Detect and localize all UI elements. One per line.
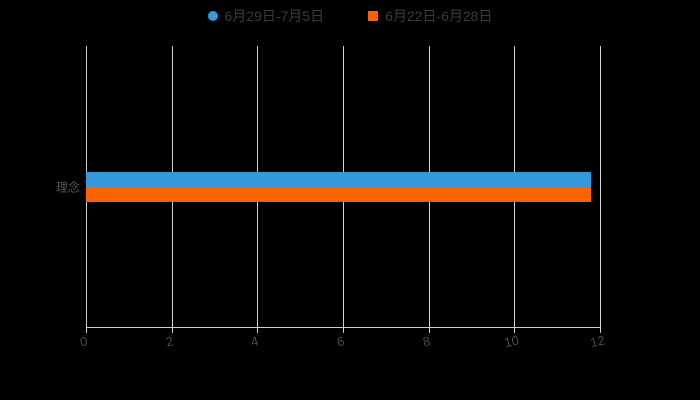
x-tick bbox=[600, 327, 601, 333]
legend-label-1: 6月22日-6月28日 bbox=[385, 8, 493, 24]
x-tick bbox=[257, 327, 259, 333]
x-tick-label: 4 bbox=[249, 333, 260, 350]
x-tick bbox=[86, 327, 87, 333]
x-tick-label: 6 bbox=[335, 333, 346, 350]
square-marker-icon bbox=[368, 11, 379, 21]
x-tick-label: 12 bbox=[588, 332, 607, 351]
x-tick bbox=[428, 327, 430, 333]
x-tick-label: 0 bbox=[78, 333, 89, 350]
legend-item-1[interactable]: 6月22日-6月28日 bbox=[368, 6, 492, 26]
gridline bbox=[600, 46, 601, 327]
x-tick bbox=[343, 327, 344, 333]
bar[interactable] bbox=[86, 171, 592, 187]
x-tick-label: 10 bbox=[503, 332, 521, 351]
x-tick-label: 8 bbox=[421, 333, 432, 350]
x-tick-label: 2 bbox=[164, 333, 175, 350]
category-label: 理念 bbox=[55, 180, 80, 194]
legend-item-0[interactable]: 6月29日-7月5日 bbox=[207, 6, 325, 26]
chart-legend: 6月29日-7月5日 6月22日-6月28日 bbox=[0, 4, 700, 28]
circle-marker-icon bbox=[207, 11, 218, 21]
x-tick bbox=[514, 327, 516, 333]
x-tick bbox=[171, 327, 173, 333]
bar[interactable] bbox=[86, 186, 592, 202]
plot-area bbox=[86, 46, 601, 327]
legend-label-0: 6月29日-7月5日 bbox=[224, 8, 325, 24]
